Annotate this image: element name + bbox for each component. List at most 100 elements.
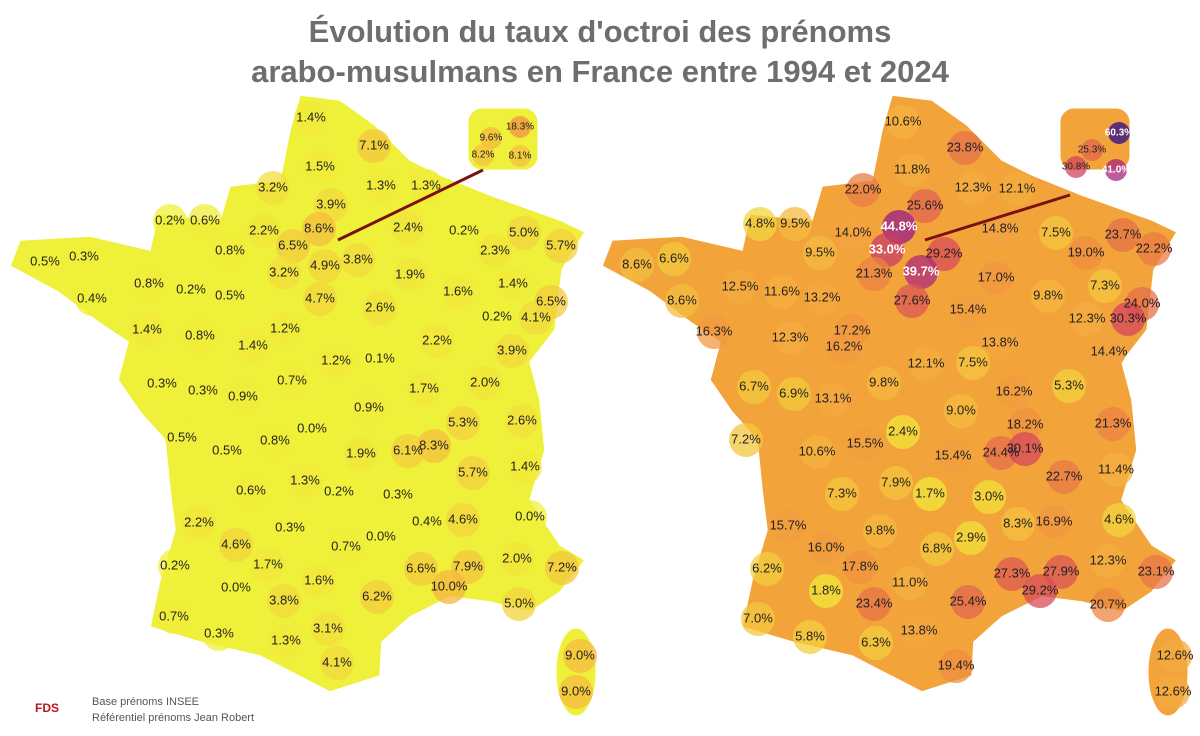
inset-pointer bbox=[924, 193, 1071, 242]
department-shade bbox=[226, 380, 260, 414]
department-shade bbox=[1106, 218, 1140, 252]
department-shade bbox=[360, 580, 394, 614]
department-shade bbox=[936, 439, 970, 473]
department-shade bbox=[219, 528, 253, 562]
department-shade bbox=[130, 313, 164, 347]
department-label: 29.2% bbox=[1022, 582, 1059, 597]
department-shade bbox=[344, 437, 378, 471]
department-shade bbox=[276, 229, 310, 263]
department-shade bbox=[363, 342, 397, 376]
department-label: 60.3% bbox=[1105, 128, 1133, 139]
labels: 10.6% 23.8% 11.8% 12.3% 12.1% 22.0% 25.6% 4.8% 9… bbox=[622, 113, 1194, 698]
department-shade bbox=[867, 366, 901, 400]
department-shade bbox=[805, 281, 839, 315]
department-label: 0.5% bbox=[30, 253, 60, 268]
department-shade bbox=[944, 394, 978, 428]
department-label: 8.6% bbox=[304, 220, 334, 235]
department-label: 22.0% bbox=[845, 181, 882, 196]
department-label: 13.2% bbox=[804, 289, 841, 304]
department-label: 7.3% bbox=[827, 485, 857, 500]
department-shade bbox=[902, 614, 936, 648]
department-label: 23.7% bbox=[1105, 226, 1142, 241]
department-label: 15.4% bbox=[935, 447, 972, 462]
department-label: 0.4% bbox=[77, 290, 107, 305]
department-shade bbox=[174, 273, 208, 307]
department-label: 9.8% bbox=[1033, 287, 1063, 302]
department-label: 1.8% bbox=[811, 582, 841, 597]
department-shade bbox=[256, 171, 290, 205]
department-label: 8.6% bbox=[667, 292, 697, 307]
department-label: 0.0% bbox=[297, 420, 327, 435]
department-label: 25.3% bbox=[1078, 145, 1106, 156]
department-label: 30.1% bbox=[1007, 440, 1044, 455]
department-label: 24.4% bbox=[983, 444, 1020, 459]
department-label: 0.3% bbox=[204, 625, 234, 640]
department-label: 3.8% bbox=[269, 592, 299, 607]
department-label: 6.7% bbox=[739, 378, 769, 393]
department-shade bbox=[145, 367, 179, 401]
department-label: 14.0% bbox=[835, 224, 872, 239]
department-shade bbox=[545, 551, 579, 585]
department-label: 6.8% bbox=[922, 540, 952, 555]
department-shade bbox=[446, 406, 480, 440]
department-label: 0.8% bbox=[185, 327, 215, 342]
department-label: 1.3% bbox=[366, 177, 396, 192]
department-label: 17.2% bbox=[834, 322, 871, 337]
department-label: 5.3% bbox=[448, 414, 478, 429]
department-shade bbox=[446, 503, 480, 537]
department-shade bbox=[420, 324, 454, 358]
department-shade bbox=[288, 464, 322, 498]
department-label: 27.6% bbox=[894, 292, 931, 307]
department-label: 30.3% bbox=[1110, 310, 1147, 325]
department-label: 9.5% bbox=[780, 215, 810, 230]
department-shade bbox=[1091, 588, 1125, 622]
department-label: 1.4% bbox=[296, 109, 326, 124]
department-shade bbox=[1091, 544, 1125, 578]
department-label: 1.4% bbox=[510, 458, 540, 473]
inset-box bbox=[1059, 107, 1131, 171]
department-shade bbox=[311, 612, 345, 646]
department-shade bbox=[186, 374, 220, 408]
department-shade bbox=[913, 477, 947, 511]
department-label: 9.5% bbox=[805, 244, 835, 259]
department-label: 10.6% bbox=[885, 113, 922, 128]
department-label: 9.8% bbox=[865, 522, 895, 537]
department-label: 22.7% bbox=[1046, 468, 1083, 483]
department-shade bbox=[183, 319, 217, 353]
department-shade bbox=[508, 450, 542, 484]
department-label: 17.0% bbox=[978, 269, 1015, 284]
department-label: 21.3% bbox=[856, 265, 893, 280]
department-shade bbox=[773, 321, 807, 355]
department-label: 23.8% bbox=[947, 139, 984, 154]
department-label: 0.6% bbox=[190, 212, 220, 227]
department-shade bbox=[496, 267, 530, 301]
department-shade bbox=[956, 346, 990, 380]
department-shade bbox=[983, 326, 1017, 360]
department-shade bbox=[509, 116, 531, 138]
department-shade bbox=[480, 127, 502, 149]
department-label: 0.8% bbox=[215, 242, 245, 257]
department-label: 16.2% bbox=[996, 383, 1033, 398]
department-shade bbox=[827, 330, 861, 364]
shades bbox=[28, 101, 597, 709]
department-label: 2.2% bbox=[184, 514, 214, 529]
department-shade bbox=[320, 646, 354, 680]
department-shade bbox=[979, 261, 1013, 295]
department-shade bbox=[1000, 172, 1034, 206]
department-label: 0.2% bbox=[449, 222, 479, 237]
department-label: 1.7% bbox=[409, 380, 439, 395]
department-label: 0.7% bbox=[159, 608, 189, 623]
department-label: 6.1% bbox=[393, 442, 423, 457]
department-label: 1.7% bbox=[253, 556, 283, 571]
department-label: 7.9% bbox=[881, 474, 911, 489]
department-shade bbox=[329, 530, 363, 564]
department-label: 8.3% bbox=[419, 437, 449, 452]
department-shade bbox=[295, 412, 329, 446]
department-shade bbox=[825, 477, 859, 511]
department-shade bbox=[1096, 407, 1130, 441]
department-label: 6.5% bbox=[536, 293, 566, 308]
department-shade bbox=[863, 514, 897, 548]
department-shade bbox=[995, 557, 1029, 591]
